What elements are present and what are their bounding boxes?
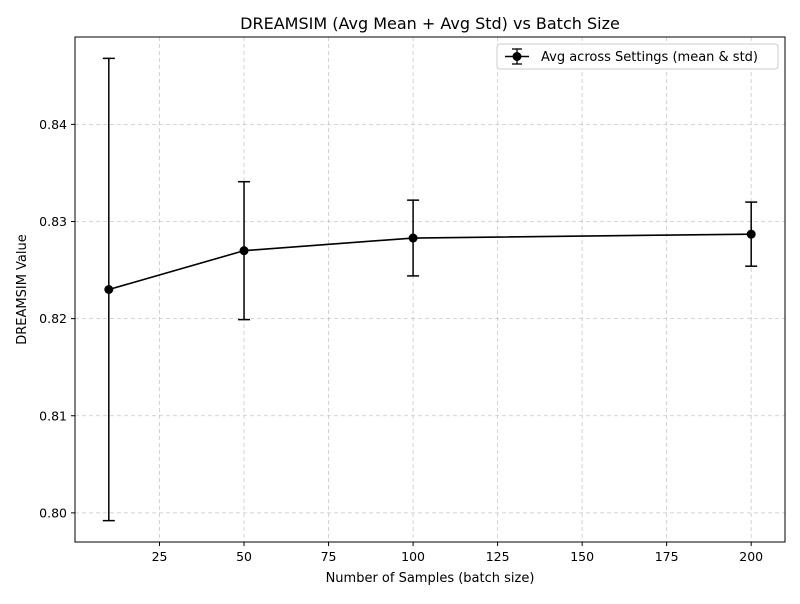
y-tick-label: 0.82 (39, 311, 67, 326)
x-tick-label: 150 (570, 549, 594, 564)
series-layer (102, 57, 758, 522)
series-line (108, 233, 752, 291)
x-tick-label: 25 (152, 549, 168, 564)
axis-ticks: 25 50 75 100 125 150 175 200 0.80 0.81 0.82 0.83 0.8… (39, 117, 763, 564)
data-point (104, 285, 114, 294)
x-tick-label: 200 (739, 549, 763, 564)
x-tick-label: 50 (236, 549, 252, 564)
chart-title: DREAMSIM (Avg Mean + Avg Std) vs Batch S… (240, 14, 620, 33)
y-axis-label: DREAMSIM Value (15, 234, 30, 345)
x-axis-label: Number of Samples (batch size) (326, 571, 535, 586)
x-tick-label: 125 (486, 549, 510, 564)
data-point (746, 229, 756, 239)
y-tick-label: 0.81 (39, 408, 67, 423)
data-point (408, 233, 418, 243)
x-tick-label: 175 (655, 549, 679, 564)
legend-label: Avg across Settings (mean & std) (541, 50, 758, 65)
y-tick-label: 0.84 (39, 117, 67, 132)
data-point (239, 246, 249, 256)
legend-frame (496, 43, 779, 70)
y-tick-label: 0.80 (39, 505, 67, 520)
x-tick-label: 100 (401, 549, 425, 564)
legend-point-marker (512, 52, 522, 61)
plot-area-frame (74, 36, 786, 543)
grid-lines (75, 37, 785, 542)
x-tick-label: 75 (321, 549, 337, 564)
y-tick-label: 0.83 (39, 214, 67, 229)
legend: Avg across Settings (mean & std) (496, 43, 779, 70)
